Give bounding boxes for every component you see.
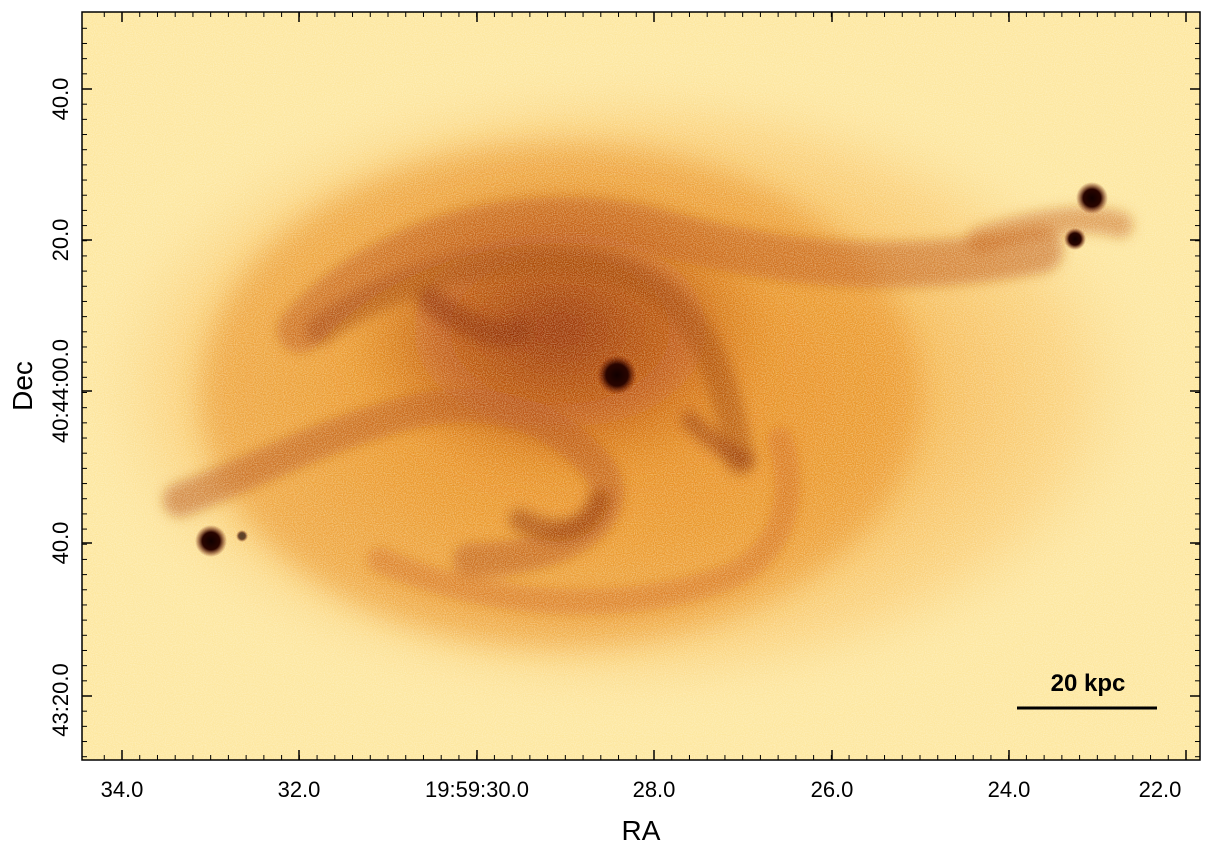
image-panel xyxy=(82,12,1200,760)
northwest-hotspot-a xyxy=(1076,182,1108,214)
x-tick-label: 19:59:30.0 xyxy=(425,777,529,802)
x-tick-label: 34.0 xyxy=(101,777,144,802)
southeast-hotspot-a xyxy=(195,525,227,557)
x-tick-labels: 34.0 32.0 19:59:30.0 28.0 26.0 24.0 22.0 xyxy=(101,777,1182,802)
x-tick-label: 22.0 xyxy=(1139,777,1182,802)
x-tick-label: 28.0 xyxy=(633,777,676,802)
central-bright-source xyxy=(597,355,637,395)
x-tick-label: 24.0 xyxy=(988,777,1031,802)
y-tick-label: 40.0 xyxy=(48,522,73,565)
minor-tick-marks xyxy=(82,12,1200,760)
x-axis-title: RA xyxy=(622,815,661,846)
plot-frame xyxy=(81,11,1201,761)
y-axis-title: Dec xyxy=(7,361,38,411)
x-tick-label: 32.0 xyxy=(278,777,321,802)
y-tick-label: 40:44:00.0 xyxy=(48,339,73,443)
scale-bar-label: 20 kpc xyxy=(1051,670,1126,697)
y-tick-label: 40.0 xyxy=(48,78,73,121)
southeast-hotspot-b xyxy=(236,530,248,542)
y-tick-label: 43:20.0 xyxy=(48,663,73,736)
y-tick-label: 20.0 xyxy=(48,219,73,262)
noise-texture xyxy=(82,12,1200,760)
x-tick-label: 26.0 xyxy=(811,777,854,802)
northwest-hotspot-b xyxy=(1064,228,1086,250)
y-tick-labels: 40.0 20.0 40:44:00.0 40.0 43:20.0 xyxy=(48,78,73,737)
scale-bar: 20 kpc xyxy=(1017,670,1157,710)
